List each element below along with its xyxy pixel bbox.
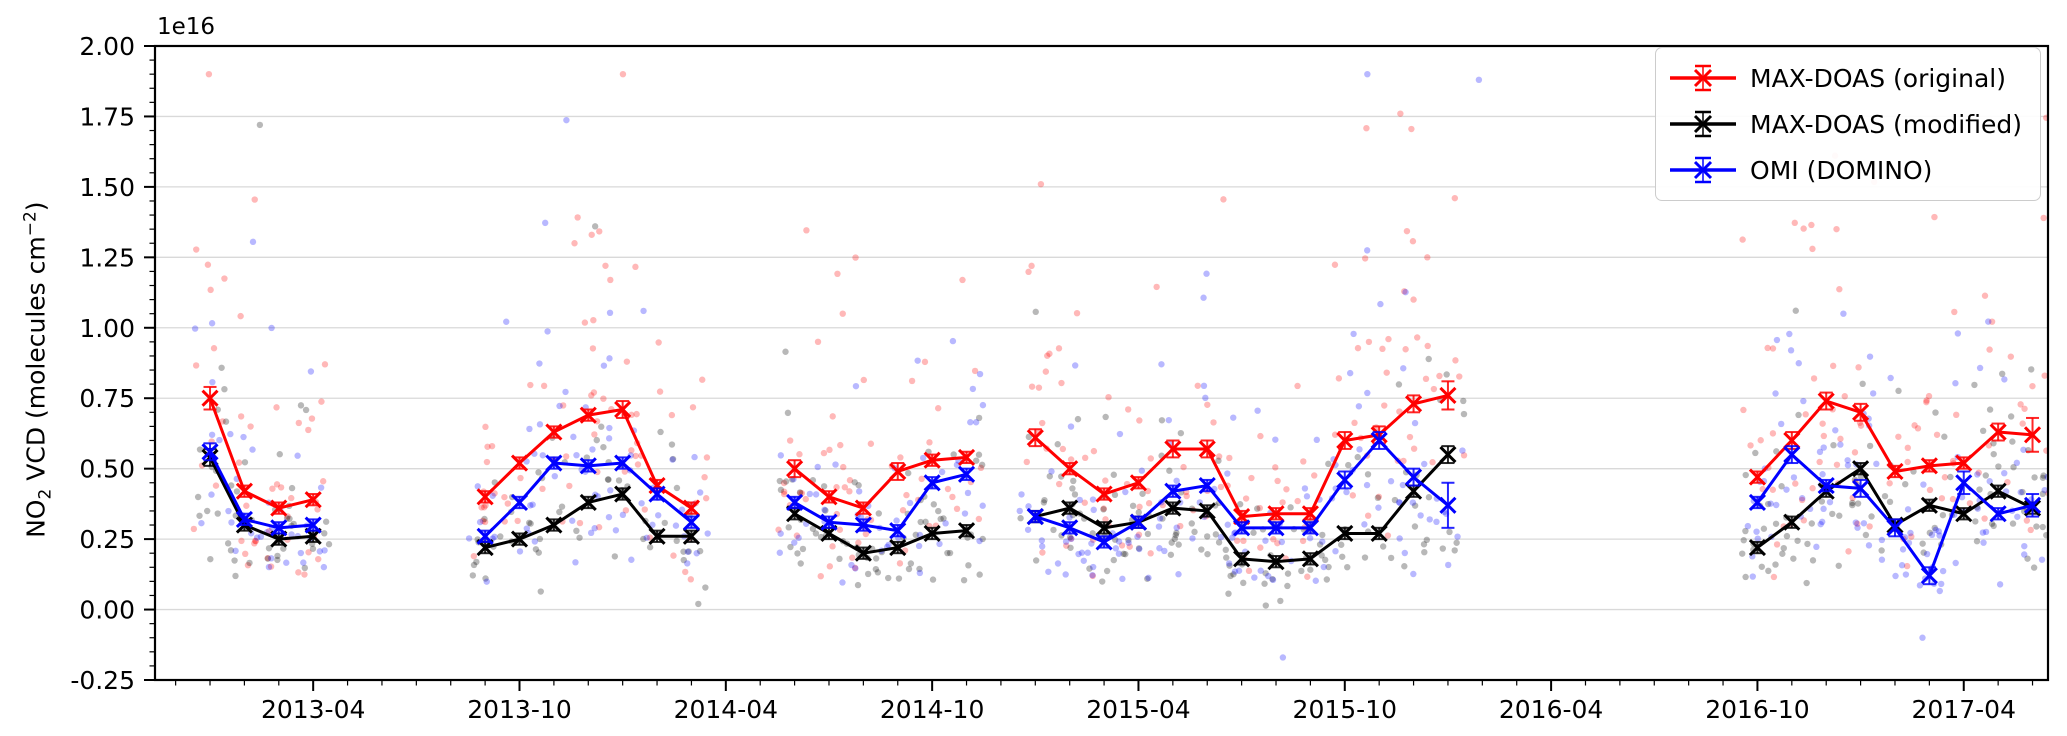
scatter-outlier: [256, 121, 264, 129]
gridlines: [155, 115, 2048, 611]
y-axis-label: NO2 VCD (molecules cm−2): [20, 120, 55, 620]
y-tick-label: 0.75: [79, 384, 135, 413]
scatter-outlier: [1919, 634, 1926, 641]
scatter-outlier: [1451, 194, 1459, 202]
y-axis-label-sub: 2: [35, 488, 56, 500]
series-OMI (DOMINO): [201, 431, 2042, 586]
y-tick-label: 1.50: [79, 173, 135, 202]
x-tick-label: 2016-04: [1499, 695, 1603, 724]
scatter-outlier: [591, 223, 599, 230]
plot-border: [153, 44, 2050, 682]
errorbar-symbol-red: [1670, 64, 1737, 92]
y-tick-label: 0.00: [79, 596, 135, 625]
legend-label: OMI (DOMINO): [1750, 155, 1933, 185]
scatter-MAX-DOAS (modified): [194, 307, 2048, 609]
legend-item-maxdoas-modified: MAX-DOAS (modified): [1668, 102, 2022, 146]
scatter-outlier: [249, 238, 257, 246]
scatter-outlier: [588, 231, 595, 238]
y-tick-label: -0.25: [70, 666, 135, 695]
y-axis-label-pre: NO: [21, 499, 51, 538]
series-MAX-DOAS (original): [201, 380, 2042, 526]
x-tick-label: 2013-10: [467, 695, 571, 724]
x-tick-label: 2017-04: [1912, 695, 2016, 724]
legend: MAX-DOAS (original) MAX-DOAS (modified) …: [1655, 47, 2041, 201]
scatter-outlier: [1809, 245, 1816, 253]
scatter-outlier: [839, 310, 846, 317]
y-tick-label: 1.00: [79, 314, 135, 343]
x-tick-label: 2014-04: [674, 695, 778, 724]
legend-label: MAX-DOAS (original): [1750, 63, 2006, 93]
y-tick-label: 0.50: [79, 455, 135, 484]
scatter-outlier: [251, 196, 258, 203]
legend-label: MAX-DOAS (modified): [1750, 109, 2022, 139]
scatter-outlier: [1279, 654, 1287, 661]
x-tick-label: 2015-10: [1293, 695, 1397, 724]
y-axis-offset-text: 1e16: [157, 14, 216, 40]
y-axis-label-sup: −2: [20, 211, 41, 237]
scatter-outlier: [1475, 76, 1483, 84]
legend-item-maxdoas-original: MAX-DOAS (original): [1668, 56, 2022, 100]
y-axis-label-post: ): [21, 201, 51, 212]
y-axis-label-mid: VCD (molecules cm: [21, 236, 51, 489]
y-tick-label: 1.75: [79, 102, 135, 131]
x-tick-label: 2015-04: [1086, 695, 1190, 724]
scatter-outlier: [695, 600, 702, 608]
errorbar-symbol-black: [1670, 110, 1737, 138]
scatter-outlier: [1424, 254, 1431, 261]
y-tick-label: 1.25: [79, 243, 135, 272]
y-tick-label: 2.00: [79, 32, 135, 61]
scatter-outlier: [1840, 310, 1847, 317]
x-tick-label: 2016-10: [1705, 695, 1809, 724]
x-tick-label: 2014-10: [880, 695, 984, 724]
x-tick-label: 2013-04: [261, 695, 365, 724]
legend-item-omi-domino: OMI (DOMINO): [1668, 148, 2022, 192]
scatter-outlier: [571, 240, 578, 247]
errorbar-symbol-blue: [1670, 156, 1737, 184]
scatter-outlier: [602, 262, 609, 269]
scatter-outlier: [1833, 225, 1840, 233]
y-tick-label: 0.25: [79, 525, 135, 554]
tick-labels: -0.25 0.00 0.25 0.50 0.75 1.00 1.25 1.50 1.75 2.0…: [70, 32, 2016, 724]
scatter-outlier: [1410, 296, 1417, 303]
